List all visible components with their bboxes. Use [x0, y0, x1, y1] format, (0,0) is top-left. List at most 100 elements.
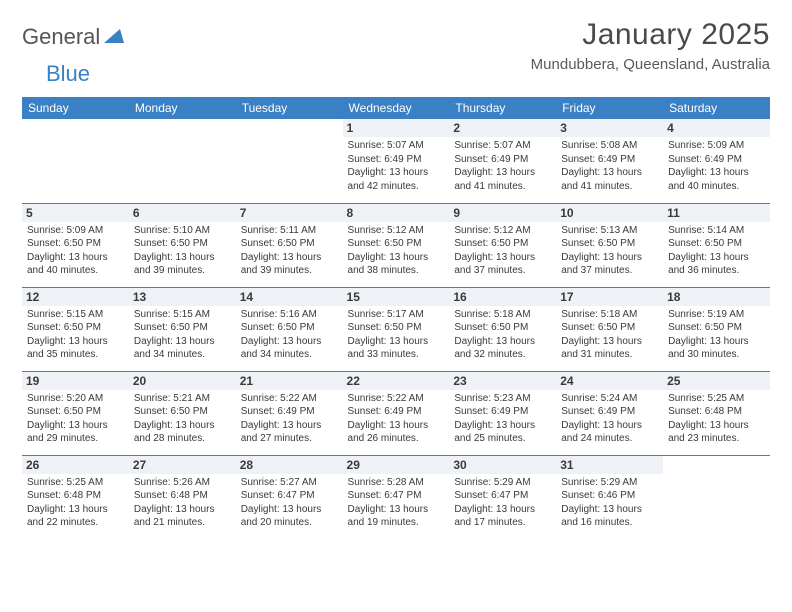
- sunset-text: Sunset: 6:50 PM: [27, 237, 124, 251]
- day-info: Sunrise: 5:10 AMSunset: 6:50 PMDaylight:…: [134, 224, 231, 278]
- daylight-text: Daylight: 13 hours and 35 minutes.: [27, 335, 124, 362]
- daylight-text: Daylight: 13 hours and 26 minutes.: [348, 419, 445, 446]
- sunset-text: Sunset: 6:50 PM: [134, 237, 231, 251]
- day-header: Friday: [556, 97, 663, 119]
- day-info: Sunrise: 5:08 AMSunset: 6:49 PMDaylight:…: [561, 139, 658, 193]
- calendar-cell: 30Sunrise: 5:29 AMSunset: 6:47 PMDayligh…: [449, 455, 556, 539]
- sunset-text: Sunset: 6:47 PM: [454, 489, 551, 503]
- day-header: Sunday: [22, 97, 129, 119]
- sunrise-text: Sunrise: 5:25 AM: [668, 392, 765, 406]
- sunrise-text: Sunrise: 5:25 AM: [27, 476, 124, 490]
- sunrise-text: Sunrise: 5:09 AM: [668, 139, 765, 153]
- sunset-text: Sunset: 6:48 PM: [668, 405, 765, 419]
- day-number: 5: [22, 204, 129, 222]
- sunrise-text: Sunrise: 5:07 AM: [454, 139, 551, 153]
- sunset-text: Sunset: 6:50 PM: [454, 237, 551, 251]
- daylight-text: Daylight: 13 hours and 17 minutes.: [454, 503, 551, 530]
- sunrise-text: Sunrise: 5:20 AM: [27, 392, 124, 406]
- day-number: 10: [556, 204, 663, 222]
- day-info: Sunrise: 5:16 AMSunset: 6:50 PMDaylight:…: [241, 308, 338, 362]
- day-number: 2: [449, 119, 556, 137]
- day-number: 26: [22, 456, 129, 474]
- calendar-cell: 8 Sunrise: 5:12 AMSunset: 6:50 PMDaylight…: [343, 203, 450, 287]
- calendar-cell: [236, 119, 343, 203]
- sunrise-text: Sunrise: 5:08 AM: [561, 139, 658, 153]
- calendar-week-row: 5Sunrise: 5:09 AMSunset: 6:50 PMDaylight…: [22, 203, 770, 287]
- daylight-text: Daylight: 13 hours and 25 minutes.: [454, 419, 551, 446]
- sunset-text: Sunset: 6:50 PM: [348, 237, 445, 251]
- sunset-text: Sunset: 6:50 PM: [668, 321, 765, 335]
- day-number: 29: [343, 456, 450, 474]
- day-number: 23: [449, 372, 556, 390]
- sunset-text: Sunset: 6:49 PM: [241, 405, 338, 419]
- calendar-cell: 2 Sunrise: 5:07 AMSunset: 6:49 PMDaylight…: [449, 119, 556, 203]
- calendar-cell: 1Sunrise: 5:07 AMSunset: 6:49 PMDaylight…: [343, 119, 450, 203]
- day-info: Sunrise: 5:22 AMSunset: 6:49 PMDaylight:…: [348, 392, 445, 446]
- calendar-cell: [129, 119, 236, 203]
- sunrise-text: Sunrise: 5:09 AM: [27, 224, 124, 238]
- calendar-cell: 28Sunrise: 5:27 AMSunset: 6:47 PMDayligh…: [236, 455, 343, 539]
- sunset-text: Sunset: 6:48 PM: [27, 489, 124, 503]
- sunrise-text: Sunrise: 5:28 AM: [348, 476, 445, 490]
- day-info: Sunrise: 5:15 AMSunset: 6:50 PMDaylight:…: [27, 308, 124, 362]
- day-info: Sunrise: 5:25 AMSunset: 6:48 PMDaylight:…: [27, 476, 124, 530]
- logo-text-general: General: [22, 24, 100, 50]
- calendar-cell: 26 Sunrise: 5:25 AMSunset: 6:48 PMDayligh…: [22, 455, 129, 539]
- sunrise-text: Sunrise: 5:24 AM: [561, 392, 658, 406]
- daylight-text: Daylight: 13 hours and 30 minutes.: [668, 335, 765, 362]
- day-info: Sunrise: 5:18 AMSunset: 6:50 PMDaylight:…: [454, 308, 551, 362]
- daylight-text: Daylight: 13 hours and 36 minutes.: [668, 251, 765, 278]
- day-header: Saturday: [663, 97, 770, 119]
- day-info: Sunrise: 5:09 AMSunset: 6:50 PMDaylight:…: [27, 224, 124, 278]
- location-text: Mundubbera, Queensland, Australia: [531, 56, 770, 73]
- daylight-text: Daylight: 13 hours and 34 minutes.: [134, 335, 231, 362]
- day-info: Sunrise: 5:29 AMSunset: 6:47 PMDaylight:…: [454, 476, 551, 530]
- sunset-text: Sunset: 6:49 PM: [668, 153, 765, 167]
- day-number: 4: [663, 119, 770, 137]
- sunset-text: Sunset: 6:47 PM: [348, 489, 445, 503]
- daylight-text: Daylight: 13 hours and 38 minutes.: [348, 251, 445, 278]
- day-info: Sunrise: 5:15 AMSunset: 6:50 PMDaylight:…: [134, 308, 231, 362]
- sunset-text: Sunset: 6:50 PM: [668, 237, 765, 251]
- day-header: Wednesday: [343, 97, 450, 119]
- day-number: 24: [556, 372, 663, 390]
- calendar-cell: 11Sunrise: 5:14 AMSunset: 6:50 PMDayligh…: [663, 203, 770, 287]
- calendar-cell: 5 Sunrise: 5:09 AMSunset: 6:50 PMDaylight…: [22, 203, 129, 287]
- calendar-cell: 20Sunrise: 5:21 AMSunset: 6:50 PMDayligh…: [129, 371, 236, 455]
- day-number: 8: [343, 204, 450, 222]
- day-info: Sunrise: 5:25 AMSunset: 6:48 PMDaylight:…: [668, 392, 765, 446]
- day-number: 19: [22, 372, 129, 390]
- day-number: 6: [129, 204, 236, 222]
- day-number: 20: [129, 372, 236, 390]
- day-info: Sunrise: 5:09 AMSunset: 6:49 PMDaylight:…: [668, 139, 765, 193]
- calendar-cell: 9Sunrise: 5:12 AMSunset: 6:50 PMDaylight…: [449, 203, 556, 287]
- sunset-text: Sunset: 6:50 PM: [134, 405, 231, 419]
- day-info: Sunrise: 5:13 AMSunset: 6:50 PMDaylight:…: [561, 224, 658, 278]
- day-number: 25: [663, 372, 770, 390]
- day-info: Sunrise: 5:07 AMSunset: 6:49 PMDaylight:…: [454, 139, 551, 193]
- calendar-cell: 14Sunrise: 5:16 AMSunset: 6:50 PMDayligh…: [236, 287, 343, 371]
- sunset-text: Sunset: 6:50 PM: [134, 321, 231, 335]
- calendar-week-row: 12Sunrise: 5:15 AMSunset: 6:50 PMDayligh…: [22, 287, 770, 371]
- day-number: 15: [343, 288, 450, 306]
- day-info: Sunrise: 5:12 AMSunset: 6:50 PMDaylight:…: [348, 224, 445, 278]
- day-number: 22: [343, 372, 450, 390]
- sunrise-text: Sunrise: 5:19 AM: [668, 308, 765, 322]
- sunset-text: Sunset: 6:49 PM: [348, 153, 445, 167]
- day-info: Sunrise: 5:17 AMSunset: 6:50 PMDaylight:…: [348, 308, 445, 362]
- calendar-cell: 23Sunrise: 5:23 AMSunset: 6:49 PMDayligh…: [449, 371, 556, 455]
- calendar-cell: 24Sunrise: 5:24 AMSunset: 6:49 PMDayligh…: [556, 371, 663, 455]
- sunrise-text: Sunrise: 5:18 AM: [561, 308, 658, 322]
- sunrise-text: Sunrise: 5:15 AM: [27, 308, 124, 322]
- calendar-cell: 6 Sunrise: 5:10 AMSunset: 6:50 PMDaylight…: [129, 203, 236, 287]
- calendar-week-row: 19 Sunrise: 5:20 AM Sunset: 6:50 PM Dayligh…: [22, 371, 770, 455]
- calendar-cell: 16Sunrise: 5:18 AMSunset: 6:50 PMDayligh…: [449, 287, 556, 371]
- sunrise-text: Sunrise: 5:23 AM: [454, 392, 551, 406]
- sunset-text: Sunset: 6:49 PM: [561, 153, 658, 167]
- sunrise-text: Sunrise: 5:21 AM: [134, 392, 231, 406]
- calendar-cell: 17Sunrise: 5:18 AMSunset: 6:50 PMDayligh…: [556, 287, 663, 371]
- sunset-text: Sunset: 6:48 PM: [134, 489, 231, 503]
- day-info: Sunrise: 5:11 AMSunset: 6:50 PMDaylight:…: [241, 224, 338, 278]
- calendar-cell: 27Sunrise: 5:26 AMSunset: 6:48 PMDayligh…: [129, 455, 236, 539]
- sunrise-text: Sunrise: 5:17 AM: [348, 308, 445, 322]
